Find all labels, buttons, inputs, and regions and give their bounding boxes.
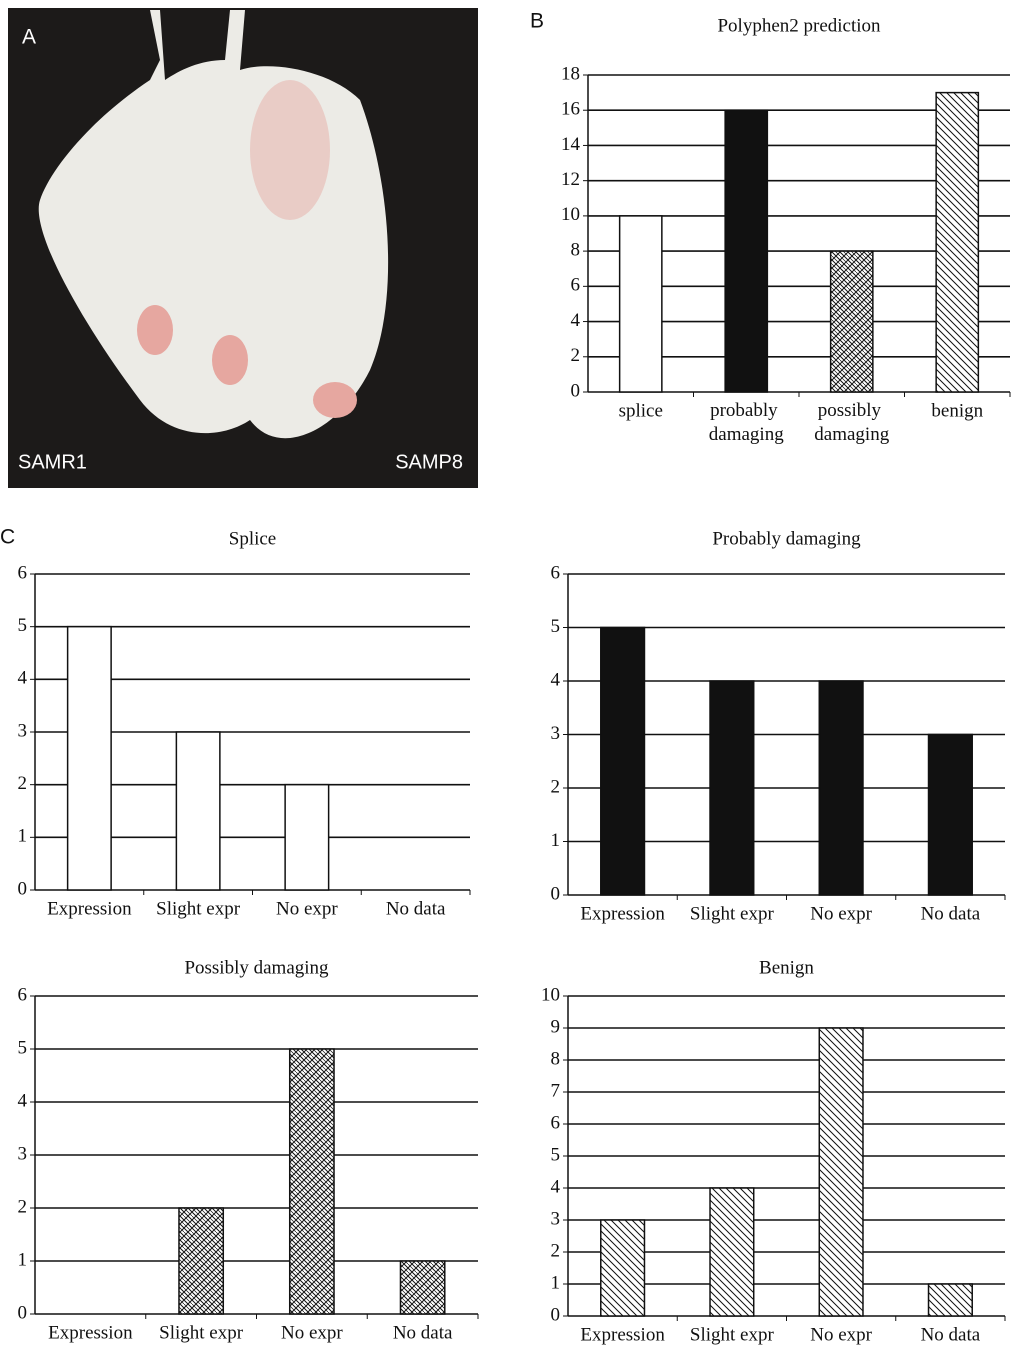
y-tick-label: 0 — [18, 1302, 28, 1323]
y-tick-label: 0 — [551, 1304, 561, 1325]
chart-title: Probably damaging — [712, 528, 861, 549]
y-tick-label: 12 — [561, 169, 580, 190]
x-tick-label: No data — [921, 903, 981, 924]
x-tick-label: Expression — [48, 1322, 133, 1343]
bar — [831, 251, 873, 392]
y-tick-label: 8 — [571, 239, 581, 260]
x-tick-label: No expr — [281, 1322, 343, 1343]
x-tick-label: Slight expr — [156, 898, 241, 919]
bar — [179, 1208, 223, 1314]
bar — [68, 627, 112, 890]
photo-label: SAMR1 — [18, 451, 87, 473]
y-tick-label: 6 — [18, 984, 28, 1005]
x-tick-label: No data — [386, 898, 446, 919]
bar — [819, 1028, 863, 1316]
photo — [8, 8, 478, 488]
bar — [819, 681, 863, 895]
bar — [929, 1284, 973, 1316]
chart-title: Polyphen2 prediction — [717, 15, 881, 36]
x-tick-label: possibly damaging — [814, 400, 889, 445]
y-tick-label: 18 — [561, 63, 580, 84]
y-tick-label: 4 — [18, 1090, 28, 1111]
y-tick-label: 5 — [551, 616, 561, 637]
x-tick-label: Expression — [580, 1324, 665, 1345]
figure: A SAMR1 SAMP8 B C Polyphen2 prediction 0 2… — [0, 0, 1012, 1354]
bar — [290, 1049, 334, 1314]
y-tick-label: 2 — [551, 1240, 561, 1261]
y-tick-label: 8 — [551, 1048, 561, 1069]
bar — [936, 93, 978, 392]
x-tick-label: No data — [393, 1322, 453, 1343]
bar — [710, 681, 754, 895]
panel-label: A — [22, 26, 36, 49]
chart-title: Benign — [759, 957, 814, 978]
x-tick-label: No expr — [810, 903, 872, 924]
y-tick-label: 7 — [551, 1080, 561, 1101]
y-tick-label: 3 — [551, 723, 561, 744]
panel-label: C — [0, 526, 15, 549]
y-tick-label: 10 — [561, 204, 580, 225]
y-tick-label: 5 — [551, 1144, 561, 1165]
y-tick-label: 2 — [18, 773, 28, 794]
x-tick-label: Expression — [580, 903, 665, 924]
y-tick-label: 1 — [18, 1249, 28, 1270]
x-tick-label: probably damaging — [709, 400, 784, 445]
y-tick-label: 3 — [18, 1143, 28, 1164]
x-tick-label: Expression — [47, 898, 132, 919]
y-tick-label: 10 — [541, 984, 560, 1005]
x-tick-label: No expr — [276, 898, 338, 919]
y-tick-label: 0 — [18, 878, 28, 899]
y-tick-label: 1 — [18, 826, 28, 847]
x-tick-label: splice — [619, 400, 663, 421]
bar — [176, 732, 220, 890]
y-tick-label: 6 — [18, 562, 28, 583]
y-tick-label: 9 — [551, 1016, 561, 1037]
x-tick-label: No expr — [810, 1324, 872, 1345]
y-tick-label: 2 — [18, 1196, 28, 1217]
x-tick-label: Slight expr — [690, 1324, 775, 1345]
photo-label: SAMP8 — [395, 451, 463, 473]
y-tick-label: 6 — [551, 562, 561, 583]
y-tick-label: 6 — [551, 1112, 561, 1133]
chart-title: Splice — [229, 528, 277, 549]
y-tick-label: 1 — [551, 1272, 561, 1293]
x-tick-label: benign — [931, 400, 983, 421]
bar — [601, 1220, 645, 1316]
x-tick-label: Slight expr — [159, 1322, 244, 1343]
bar — [725, 110, 767, 392]
y-tick-label: 14 — [561, 134, 581, 155]
y-tick-label: 16 — [561, 99, 580, 120]
y-tick-label: 6 — [571, 275, 581, 296]
y-tick-label: 4 — [18, 668, 28, 689]
y-tick-label: 2 — [571, 345, 581, 366]
x-tick-label: Slight expr — [690, 903, 775, 924]
y-tick-label: 4 — [571, 310, 581, 331]
y-tick-label: 5 — [18, 615, 28, 636]
bar — [620, 216, 662, 392]
bar — [601, 628, 645, 896]
y-tick-label: 0 — [551, 883, 561, 904]
y-tick-label: 0 — [571, 380, 581, 401]
y-tick-label: 5 — [18, 1037, 28, 1058]
bar — [285, 785, 329, 890]
y-tick-label: 3 — [551, 1208, 561, 1229]
y-tick-label: 4 — [551, 1176, 561, 1197]
bar — [929, 735, 973, 896]
bar — [710, 1188, 754, 1316]
y-tick-label: 1 — [551, 830, 561, 851]
bar — [400, 1261, 444, 1314]
y-tick-label: 2 — [551, 776, 561, 797]
x-tick-label: No data — [921, 1324, 981, 1345]
y-tick-label: 3 — [18, 720, 28, 741]
y-tick-label: 4 — [551, 669, 561, 690]
chart-title: Possibly damaging — [184, 957, 329, 978]
panel-label: B — [530, 10, 544, 33]
